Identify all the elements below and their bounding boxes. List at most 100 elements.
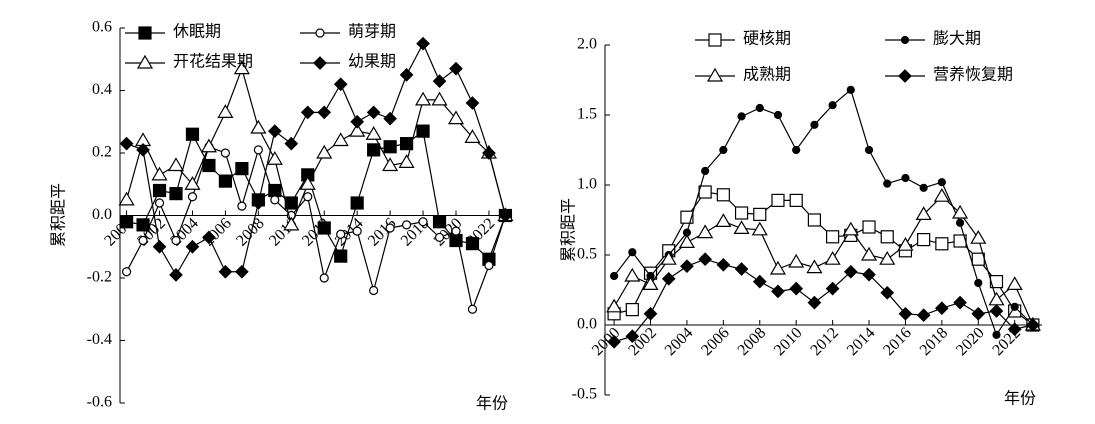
legend-label: 萌芽期	[348, 23, 396, 41]
x-tick-label: 2014	[844, 324, 879, 359]
marker	[200, 138, 217, 153]
marker	[399, 137, 414, 151]
x-tick-label: 2016	[880, 324, 915, 359]
marker	[625, 303, 639, 317]
marker	[933, 188, 950, 202]
marker	[935, 301, 949, 316]
series-line	[613, 88, 1034, 337]
legend-label: 开花结果期	[173, 53, 253, 71]
y-tick-label: 0.0	[577, 316, 597, 333]
marker	[970, 230, 987, 244]
marker	[482, 146, 496, 160]
marker	[352, 226, 362, 236]
legend-label: 膨大期	[933, 30, 981, 48]
marker	[167, 157, 185, 172]
marker	[434, 232, 445, 242]
y-tick-label: -0.4	[87, 331, 112, 348]
marker	[807, 295, 822, 310]
marker	[733, 220, 750, 234]
y-tick-label: 0.6	[92, 19, 112, 36]
marker	[138, 26, 152, 40]
marker	[333, 77, 348, 92]
marker	[898, 69, 912, 83]
marker	[369, 285, 379, 296]
marker	[1026, 318, 1040, 332]
marker	[734, 206, 749, 220]
marker	[953, 295, 967, 310]
marker	[698, 185, 712, 199]
marker	[625, 329, 640, 344]
marker	[708, 33, 722, 47]
marker	[971, 306, 986, 321]
marker	[769, 260, 787, 275]
legend-label: 营养恢复期	[933, 66, 1013, 84]
marker	[317, 105, 332, 120]
x-tick-label: 2008	[735, 324, 770, 359]
marker	[806, 259, 823, 274]
marker	[152, 183, 167, 198]
marker	[826, 230, 840, 244]
marker	[313, 56, 327, 70]
marker	[152, 239, 167, 254]
x-tick-label: 2010	[266, 215, 301, 250]
marker	[484, 260, 494, 271]
marker	[350, 196, 364, 210]
marker	[136, 143, 150, 157]
series-line	[613, 195, 1034, 326]
marker	[755, 103, 764, 113]
y-tick-label: 2.0	[577, 36, 597, 53]
marker	[185, 127, 200, 141]
marker	[385, 223, 395, 233]
marker	[643, 306, 658, 321]
marker	[235, 264, 249, 279]
marker	[862, 220, 876, 234]
marker	[842, 221, 859, 236]
marker	[901, 173, 910, 183]
marker	[447, 110, 465, 125]
marker	[251, 196, 266, 210]
marker	[807, 213, 821, 227]
marker	[697, 224, 714, 239]
marker	[367, 143, 381, 157]
marker	[771, 284, 785, 299]
marker	[303, 192, 313, 202]
marker	[465, 237, 480, 251]
marker	[952, 204, 969, 219]
marker	[431, 91, 448, 106]
marker	[136, 54, 154, 69]
x-tick-label: 2016	[365, 215, 400, 250]
marker	[237, 201, 247, 211]
marker	[217, 104, 234, 118]
marker	[350, 114, 365, 129]
marker	[283, 216, 300, 231]
marker	[267, 124, 282, 138]
marker	[449, 233, 463, 248]
marker	[628, 248, 637, 257]
marker	[382, 157, 399, 172]
marker	[734, 262, 749, 276]
y-axis-title: 累积距平	[50, 183, 68, 247]
y-tick-label: 0.4	[92, 81, 112, 98]
marker	[955, 218, 965, 227]
marker	[336, 229, 346, 239]
y-tick-label: 0.0	[92, 206, 112, 223]
marker	[916, 308, 931, 323]
marker	[415, 91, 432, 106]
marker	[917, 233, 931, 247]
marker	[185, 239, 200, 254]
marker	[449, 61, 463, 76]
marker	[184, 176, 201, 190]
marker	[366, 105, 381, 120]
marker	[399, 68, 414, 82]
marker	[270, 195, 280, 205]
marker	[900, 35, 910, 45]
x-tick-label: 2012	[807, 324, 842, 359]
marker	[701, 166, 710, 176]
marker	[398, 154, 415, 168]
marker	[416, 124, 430, 138]
marker	[698, 252, 712, 267]
marker	[860, 246, 878, 261]
y-tick-label: 0.5	[577, 246, 597, 263]
marker	[418, 217, 428, 227]
marker	[937, 178, 946, 187]
